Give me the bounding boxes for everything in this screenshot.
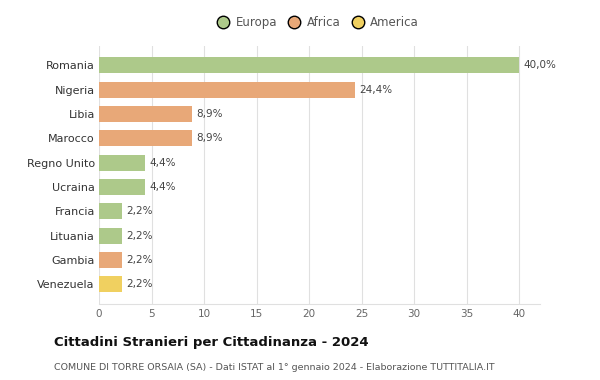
Text: COMUNE DI TORRE ORSAIA (SA) - Dati ISTAT al 1° gennaio 2024 - Elaborazione TUTTI: COMUNE DI TORRE ORSAIA (SA) - Dati ISTAT… (54, 364, 494, 372)
Bar (99, 179, 145, 195)
Bar (99, 106, 193, 122)
Text: Cittadini Stranieri per Cittadinanza - 2024: Cittadini Stranieri per Cittadinanza - 2… (54, 336, 368, 349)
Text: 24,4%: 24,4% (359, 85, 392, 95)
Bar (99, 155, 145, 171)
Text: 2,2%: 2,2% (127, 279, 153, 289)
Text: 2,2%: 2,2% (127, 231, 153, 241)
Bar (99, 130, 193, 146)
Text: 40,0%: 40,0% (523, 60, 556, 70)
Text: 8,9%: 8,9% (197, 133, 223, 143)
Legend: Europa, Africa, America: Europa, Africa, America (217, 13, 422, 33)
Text: 2,2%: 2,2% (127, 206, 153, 216)
Bar (99, 276, 122, 292)
Bar (99, 57, 519, 73)
Bar (99, 228, 122, 244)
Text: 2,2%: 2,2% (127, 255, 153, 265)
Bar (99, 203, 122, 219)
Bar (99, 252, 122, 268)
Text: 4,4%: 4,4% (149, 182, 176, 192)
Bar (99, 82, 355, 98)
Text: 8,9%: 8,9% (197, 109, 223, 119)
Text: 4,4%: 4,4% (149, 158, 176, 168)
